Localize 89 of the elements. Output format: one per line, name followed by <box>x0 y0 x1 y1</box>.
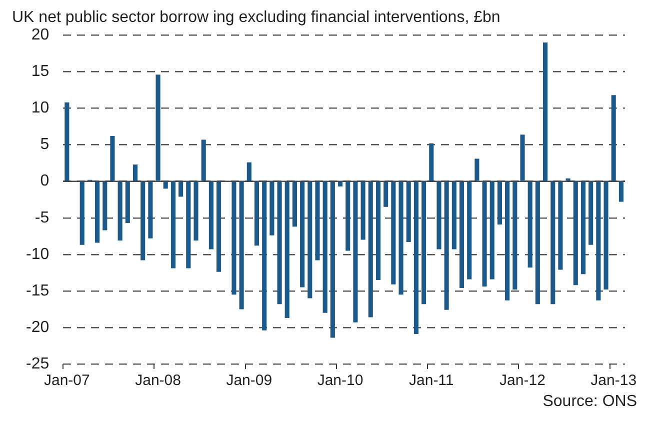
bar <box>322 182 328 313</box>
bar <box>490 182 494 280</box>
bar <box>580 182 586 274</box>
bar <box>300 182 305 288</box>
bar <box>246 162 252 181</box>
bar <box>406 182 411 242</box>
bar <box>398 182 404 295</box>
bar <box>64 102 70 181</box>
bar <box>239 182 244 310</box>
bar <box>262 182 267 330</box>
bar <box>528 182 532 268</box>
bar <box>125 182 130 223</box>
bar <box>588 182 594 245</box>
bar <box>194 182 198 241</box>
source-note: Source: ONS <box>542 393 638 411</box>
x-tick-label: Jan-09 <box>226 372 272 390</box>
bar <box>391 182 396 284</box>
y-tick-label: 15 <box>31 63 50 80</box>
bar <box>102 182 108 230</box>
bar <box>270 182 274 236</box>
x-tick-label: Jan-10 <box>317 372 364 390</box>
bar <box>550 182 556 304</box>
bar <box>459 182 464 288</box>
bar <box>170 182 176 268</box>
bar <box>611 95 616 181</box>
bar <box>140 182 146 260</box>
bar <box>254 182 260 246</box>
bar <box>474 158 480 181</box>
y-tick-label: 10 <box>31 100 50 117</box>
y-tick-label: -15 <box>26 282 50 300</box>
bar <box>156 74 160 181</box>
bar <box>596 182 601 300</box>
bar <box>512 182 518 290</box>
bar <box>542 42 548 181</box>
bar <box>292 182 297 227</box>
bar <box>558 182 563 270</box>
y-tick-label: -20 <box>26 318 50 336</box>
bar <box>163 182 168 189</box>
bar <box>346 182 350 251</box>
bar <box>520 134 525 181</box>
bar <box>573 182 578 286</box>
bar <box>422 182 426 304</box>
bar <box>118 182 122 241</box>
bar <box>338 182 343 186</box>
bar <box>414 182 418 334</box>
bar <box>178 182 184 197</box>
bar <box>444 182 449 310</box>
y-tick-label: 20 <box>31 26 50 44</box>
bar <box>315 182 320 260</box>
y-tick-label: 5 <box>40 136 50 154</box>
bar <box>110 136 115 181</box>
bar <box>376 182 381 280</box>
bar <box>505 182 510 300</box>
y-tick-label: -5 <box>34 209 50 226</box>
bar <box>308 182 312 298</box>
bar <box>132 164 138 181</box>
x-tick-label: Jan-11 <box>409 372 454 390</box>
bar <box>201 140 206 181</box>
y-tick-label: -25 <box>26 355 50 372</box>
bar <box>284 182 290 318</box>
bar <box>384 182 388 207</box>
bar <box>277 182 282 304</box>
bar <box>186 182 191 268</box>
bar <box>497 182 502 224</box>
bar <box>368 182 373 318</box>
x-tick-label: Jan-12 <box>500 372 546 390</box>
bar <box>216 182 222 272</box>
bar <box>535 182 540 304</box>
y-tick-label: 0 <box>40 172 50 190</box>
bar <box>436 182 442 250</box>
x-tick-label: Jan-07 <box>44 372 90 390</box>
bar <box>232 182 236 295</box>
bar <box>429 143 434 181</box>
bar <box>95 182 100 243</box>
bar <box>208 182 214 250</box>
bar <box>360 182 366 240</box>
chart-title: UK net public sector borrow ing excluding financial interventions, £bn <box>12 9 500 26</box>
y-tick-label: -10 <box>26 246 50 263</box>
bar <box>618 182 624 202</box>
x-tick-label: Jan-08 <box>135 372 181 390</box>
bar <box>80 182 84 245</box>
bar <box>604 182 608 290</box>
bar <box>482 182 487 287</box>
x-tick-label: Jan-13 <box>590 372 637 390</box>
bar <box>452 182 456 250</box>
bar <box>467 182 472 280</box>
bar <box>330 182 335 338</box>
bar <box>353 182 358 322</box>
bar <box>148 182 153 238</box>
